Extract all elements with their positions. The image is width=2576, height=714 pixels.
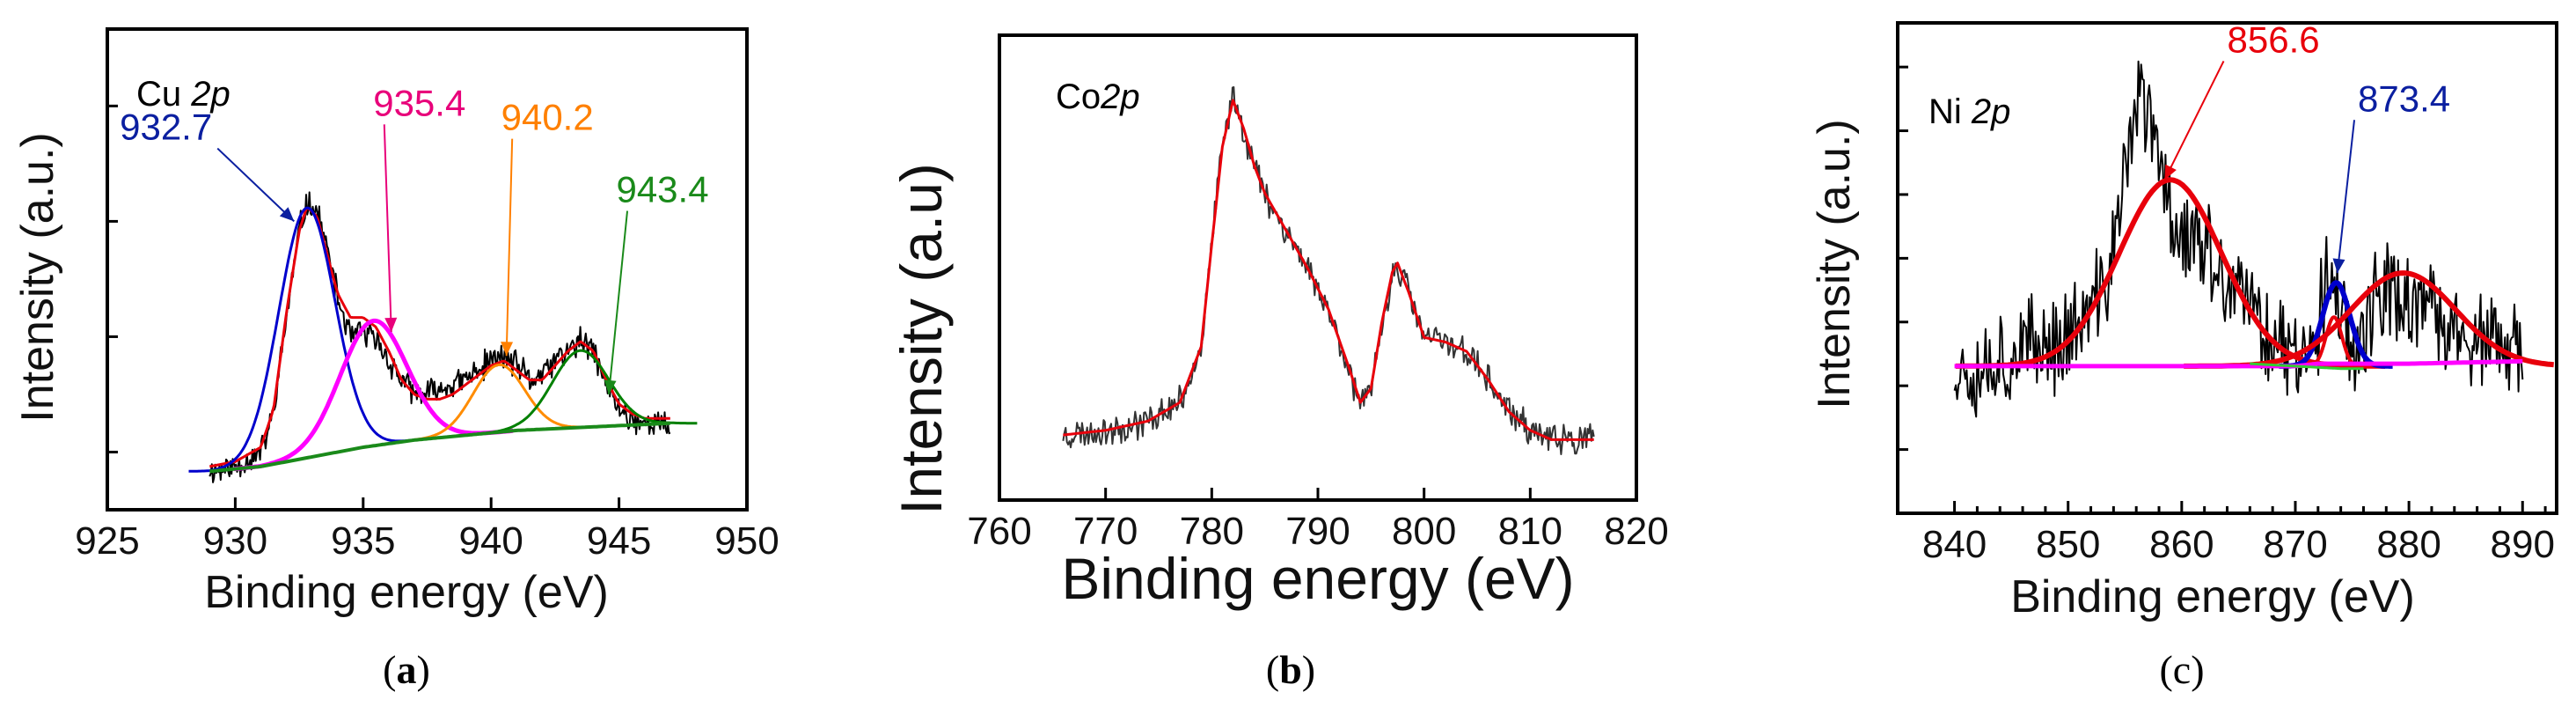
chart-a-peak-arrowhead	[501, 342, 514, 357]
chart-c-canvas: 840 850 860 870 880 890 856.6 873.4 Ni 2p Bindi…	[1809, 18, 2558, 692]
chart-a-xtick-label: 950	[714, 519, 779, 563]
chart-b-xtick-label: 800	[1392, 510, 1456, 553]
panel-b-caption: (b)	[1266, 647, 1315, 692]
chart-b-xtick-label: 780	[1180, 510, 1244, 553]
chart-c-peak-arrow	[2336, 120, 2356, 274]
chart-a-series-cu-932-7-component	[188, 206, 424, 473]
chart-c-title: Ni 2p	[1928, 92, 2010, 131]
chart-a-xtick-label: 925	[75, 519, 139, 563]
chart-a-peak-arrow	[505, 138, 514, 357]
panel-a-caption: (a)	[383, 647, 430, 692]
chart-a-peak-arrow	[607, 210, 629, 395]
chart-c-xtick-label: 870	[2263, 523, 2327, 566]
chart-c-peak-arrow	[2163, 60, 2225, 180]
chart-c-plot: 840 850 860 870 880 890 856.6 873.4	[1896, 18, 2558, 566]
chart-b-canvas: 760 770 780 790 800 810 820 Co2p Binding energ…	[889, 33, 1669, 692]
chart-a-peak-label: 932.7	[120, 107, 212, 148]
chart-a-ylabel: Intensity (a.u.)	[12, 132, 63, 422]
chart-a-peak-arrowhead	[604, 379, 617, 394]
panel-c: 840 850 860 870 880 890 856.6 873.4 Ni 2p Bindi…	[1724, 0, 2576, 714]
chart-a-title: Cu 2p	[136, 75, 231, 114]
chart-a-peak-arrow	[216, 147, 295, 223]
chart-c-peak-label: 856.6	[2228, 18, 2320, 60]
chart-a-xlabel: Binding energy (eV)	[204, 567, 609, 618]
chart-b-series-raw	[1062, 86, 1595, 455]
chart-c-xtick-label: 890	[2491, 523, 2555, 566]
chart-c-xtick-label: 850	[2036, 523, 2100, 566]
chart-a-xtick-label: 935	[331, 519, 395, 563]
chart-b-xlabel: Binding energy (eV)	[1061, 546, 1574, 611]
chart-c-xlabel: Binding energy (eV)	[2010, 571, 2415, 622]
chart-a-series-envelope	[209, 207, 670, 468]
chart-c-peak-arrowhead	[2332, 258, 2345, 274]
panel-c-caption: (c)	[2159, 647, 2204, 692]
chart-a-peak-arrowhead	[384, 317, 398, 332]
panel-b: 760 770 780 790 800 810 820 Co2p Binding energ…	[845, 0, 1724, 714]
chart-c-series-green-baseline	[2249, 362, 2365, 371]
chart-a-series-background	[209, 421, 670, 474]
chart-a-peak-arrowhead	[279, 207, 295, 222]
chart-b-xtick-label: 760	[967, 510, 1031, 553]
chart-b-xtick-label: 820	[1604, 510, 1668, 553]
chart-a-frame	[106, 27, 749, 512]
chart-a-xtick-label: 945	[587, 519, 651, 563]
chart-c-peak-arrowhead	[2164, 164, 2177, 180]
chart-a-plot: 925 930 935 940 945 950 932.7 935.4 940.2 943.4	[75, 27, 779, 563]
chart-c-peak-label: 873.4	[2358, 77, 2450, 119]
chart-c-xtick-label: 840	[1922, 523, 1987, 566]
chart-b-ylabel: Intensity (a.u)	[889, 163, 954, 515]
chart-b-series-fit	[1063, 99, 1594, 441]
chart-c-series-raw	[1953, 60, 2524, 418]
chart-a-peak-label: 943.4	[616, 169, 708, 210]
chart-a-canvas: 925 930 935 940 945 950 932.7 935.4 940.2 943.4 C…	[12, 27, 779, 692]
chart-c-series-background	[1954, 358, 2523, 369]
chart-c-xtick-label: 880	[2376, 523, 2441, 566]
chart-a-peak-arrow	[383, 124, 392, 333]
chart-b-xtick-label: 810	[1498, 510, 1562, 553]
chart-b-title: Co2p	[1056, 77, 1140, 116]
chart-c-xtick-label: 860	[2149, 523, 2214, 566]
chart-c-ylabel: Intensity (a.u.)	[1809, 119, 1860, 409]
chart-a-peak-label: 935.4	[373, 82, 465, 123]
chart-b-xtick-label: 790	[1285, 510, 1350, 553]
panel-a: 925 930 935 940 945 950 932.7 935.4 940.2 943.4 C…	[0, 0, 845, 714]
chart-b-xtick-label: 770	[1073, 510, 1138, 553]
chart-a-xtick-label: 940	[458, 519, 523, 563]
chart-a-xtick-label: 930	[203, 519, 267, 563]
chart-a-series-cu-935-4-component	[233, 318, 514, 472]
chart-a-peak-label: 940.2	[501, 97, 594, 138]
chart-b-plot: 760 770 780 790 800 810 820	[967, 33, 1669, 553]
